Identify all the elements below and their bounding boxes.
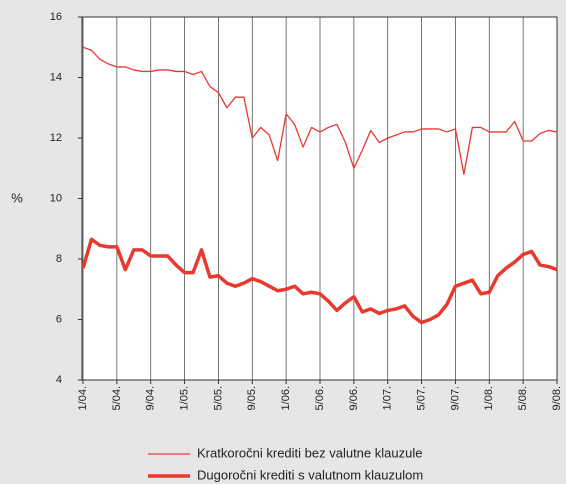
plot-area (82, 17, 557, 380)
x-tick-label: 5/07. (415, 386, 427, 410)
x-tick-label: 5/04. (111, 386, 123, 410)
y-tick-label: 4 (56, 374, 62, 386)
y-tick-label: 14 (50, 71, 62, 83)
x-tick-label: 1/06. (280, 386, 292, 410)
y-tick-label: 8 (56, 253, 62, 265)
x-tick-label: 1/08. (483, 386, 495, 410)
plot-border (81, 16, 558, 381)
legend-label: Kratkoročni krediti bez valutne klauzule (197, 445, 422, 460)
series-line (82, 46, 558, 175)
series-line (81, 237, 558, 325)
x-tick-label: 9/07. (449, 386, 461, 410)
x-tick-label: 1/04. (77, 386, 89, 410)
y-tick-label: 10 (50, 192, 62, 204)
x-tick-label: 1/05. (178, 386, 190, 410)
x-tick-label: 9/06. (348, 386, 360, 410)
x-tick-label: 5/06. (314, 386, 326, 410)
x-tick-label: 9/08. (551, 386, 563, 410)
y-tick-label: 12 (50, 132, 62, 144)
x-tick-label: 9/05. (246, 386, 258, 410)
x-tick-label: 5/05. (212, 386, 224, 410)
y-axis-label: % (11, 190, 23, 205)
x-tick-label: 9/04. (145, 386, 157, 410)
legend-label: Dugoročni krediti s valutnom klauzulom (197, 467, 423, 482)
y-tick-label: 16 (50, 11, 62, 23)
x-tick-label: 5/08. (517, 386, 529, 410)
y-tick-label: 6 (56, 313, 62, 325)
x-tick-label: 1/07. (382, 386, 394, 410)
